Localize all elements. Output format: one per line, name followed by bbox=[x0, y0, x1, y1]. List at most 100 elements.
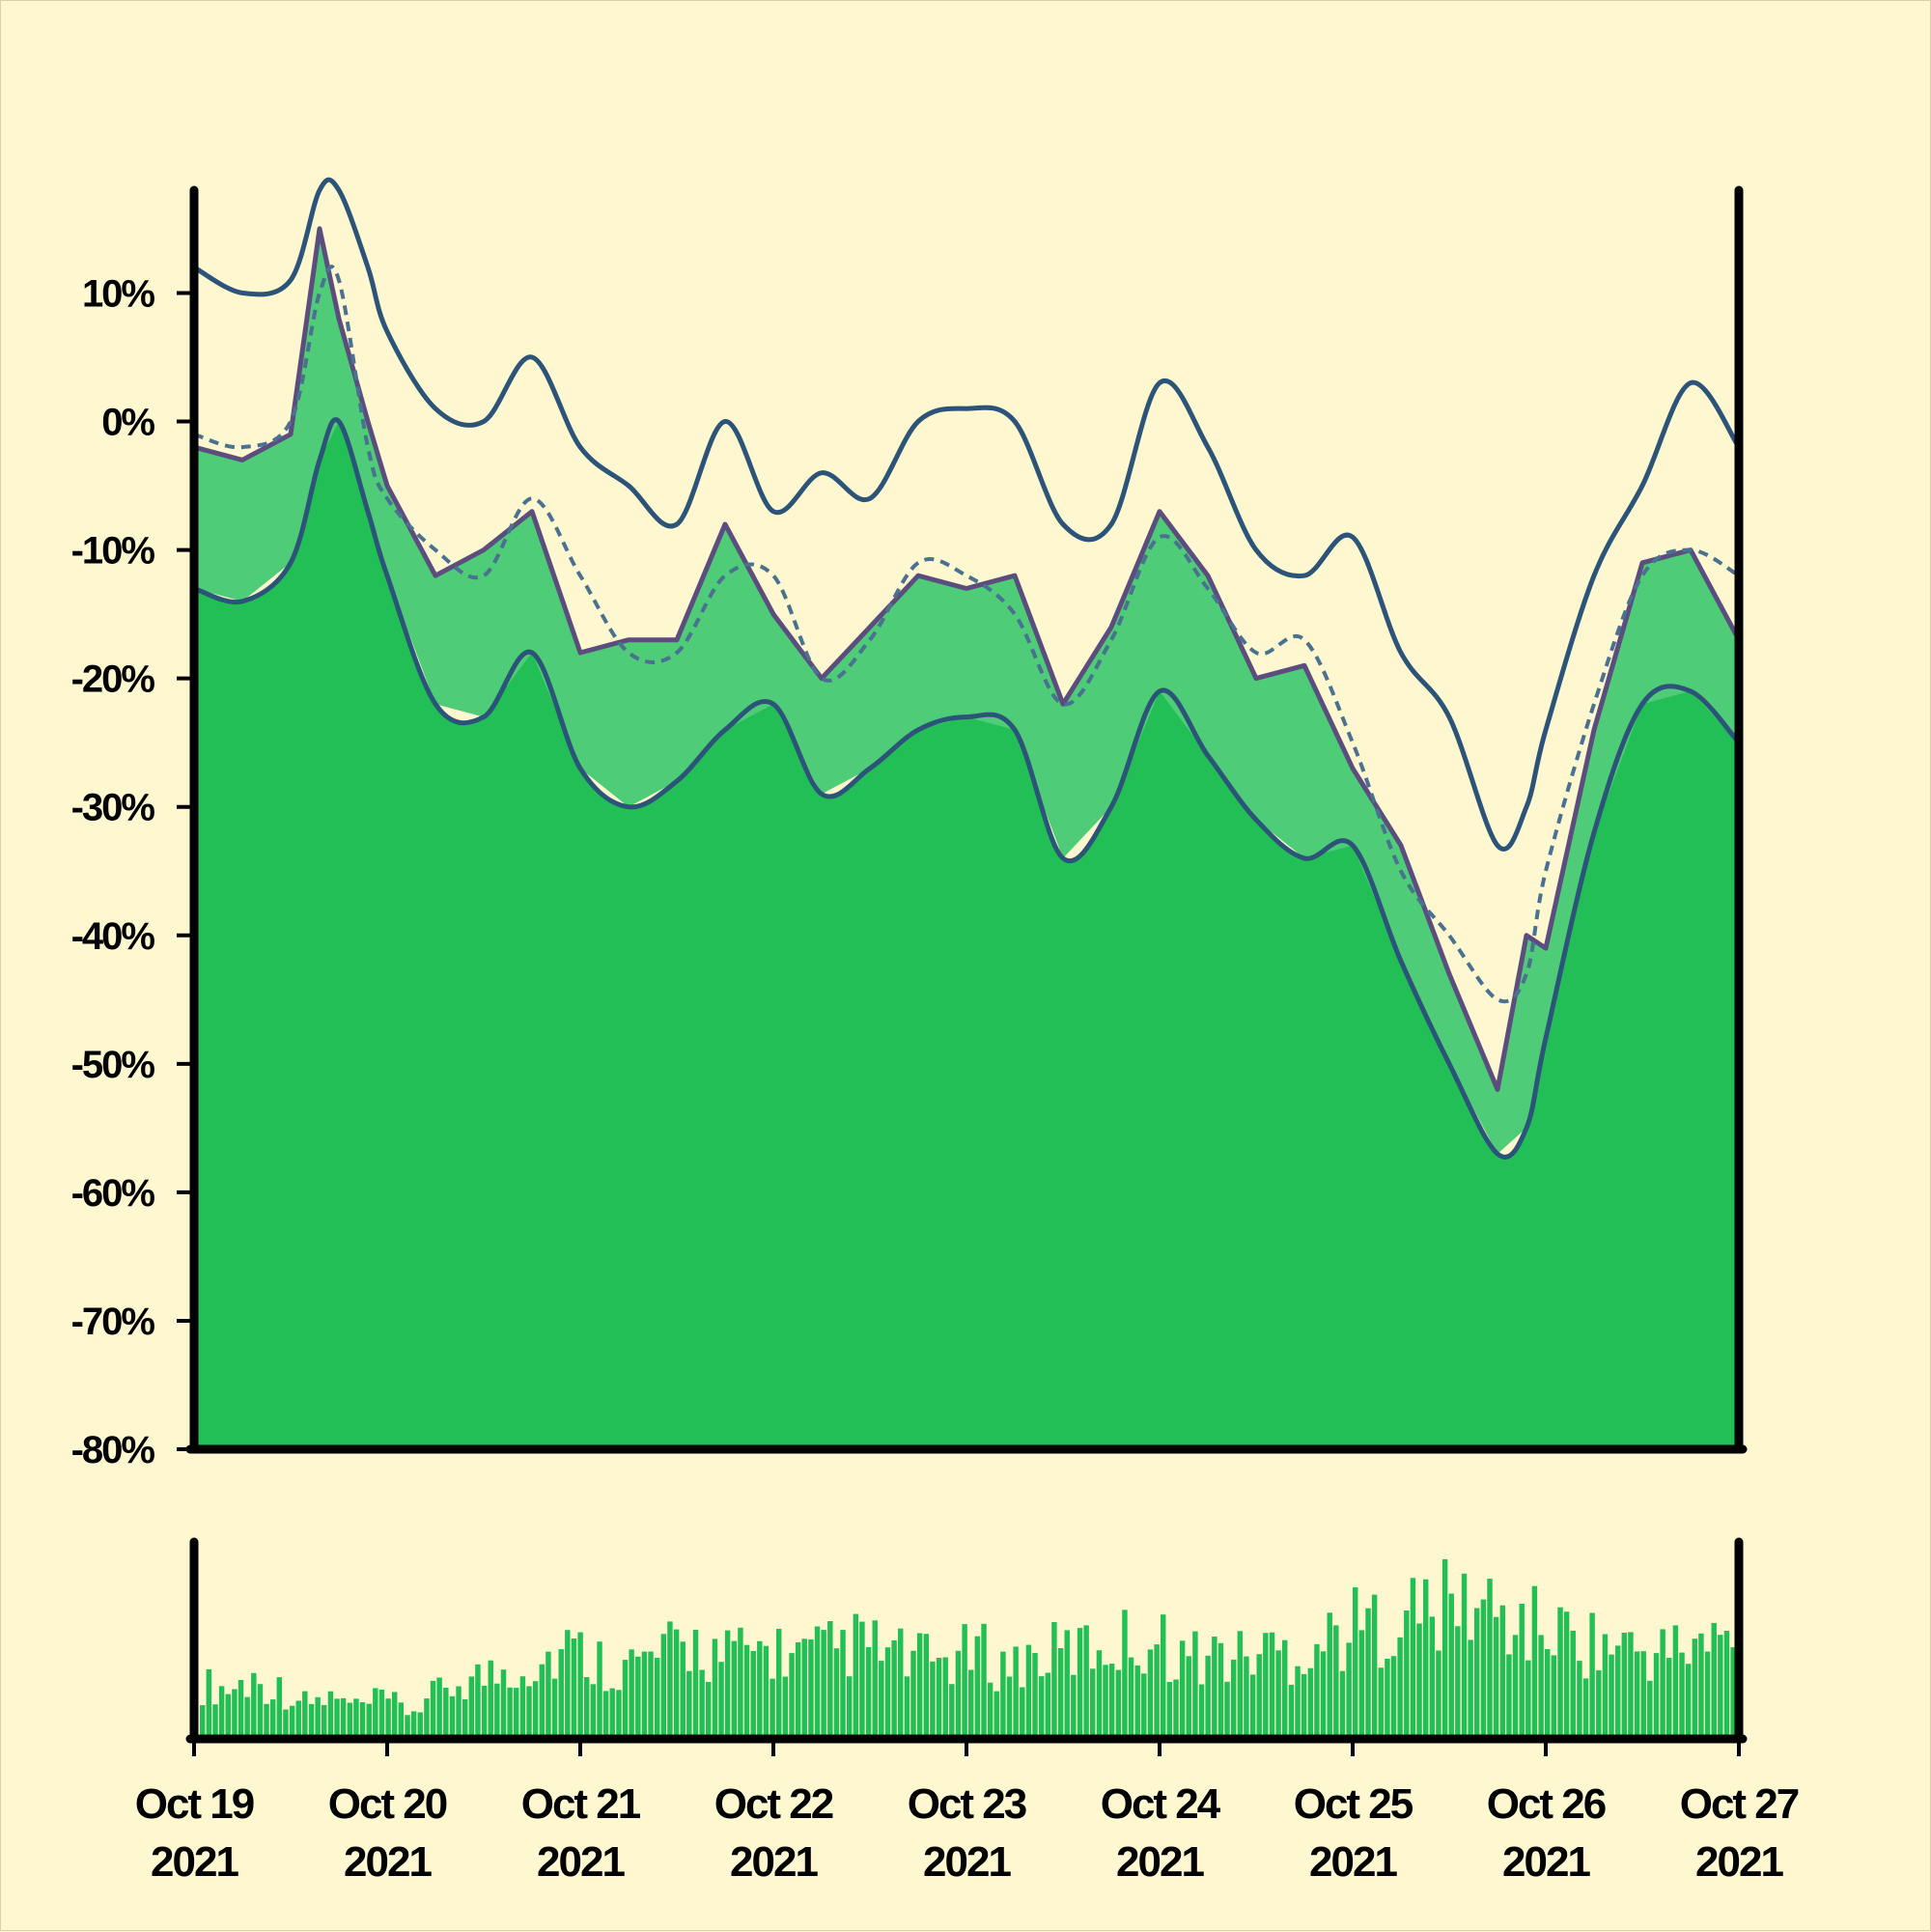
volume-bar bbox=[648, 1651, 654, 1735]
volume-bar bbox=[981, 1623, 987, 1735]
volume-bar bbox=[1353, 1587, 1358, 1735]
y-tick-label: -50% bbox=[71, 1044, 155, 1086]
volume-bar bbox=[1186, 1656, 1191, 1735]
volume-bar bbox=[322, 1704, 327, 1735]
volume-bar bbox=[1320, 1651, 1327, 1735]
volume-bar bbox=[801, 1638, 807, 1735]
volume-bar bbox=[859, 1621, 865, 1735]
volume-bar bbox=[1103, 1665, 1108, 1735]
volume-bar bbox=[405, 1715, 410, 1735]
y-tick-label: -30% bbox=[71, 787, 155, 829]
volume-bar bbox=[1660, 1629, 1665, 1735]
volume-bar bbox=[1390, 1656, 1397, 1735]
main-plot bbox=[192, 177, 1742, 1449]
volume-bar bbox=[789, 1653, 795, 1735]
volume-bar bbox=[1615, 1645, 1621, 1735]
volume-bar bbox=[795, 1641, 801, 1735]
volume-bar bbox=[546, 1651, 551, 1735]
volume-bar bbox=[718, 1662, 724, 1735]
volume-bar bbox=[206, 1668, 212, 1735]
volume-bar bbox=[692, 1630, 699, 1735]
volume-bar bbox=[1404, 1610, 1410, 1735]
volume-bar bbox=[283, 1709, 289, 1735]
volume-bar bbox=[526, 1686, 532, 1735]
volume-bar bbox=[1545, 1649, 1551, 1735]
volume-bar bbox=[1609, 1654, 1614, 1735]
volume-bar bbox=[923, 1634, 930, 1735]
volume-bar bbox=[302, 1691, 308, 1735]
volume-bar bbox=[475, 1664, 481, 1735]
volume-bar bbox=[462, 1699, 468, 1735]
volume-bar bbox=[865, 1647, 872, 1735]
volume-bar bbox=[1512, 1635, 1519, 1735]
volume-bar bbox=[1108, 1664, 1115, 1735]
volume-bar bbox=[1397, 1637, 1403, 1735]
volume-bar bbox=[1301, 1673, 1307, 1735]
x-tick-label-year: 2021 bbox=[537, 1838, 625, 1886]
volume-bar bbox=[488, 1660, 493, 1735]
y-tick-label: 10% bbox=[82, 272, 154, 315]
volume-bar bbox=[308, 1703, 315, 1735]
lower-band-area bbox=[194, 419, 1739, 1449]
x-axis-ticks: Oct 19 2021 Oct 20 2021 Oct 21 2021 Oct 22 2021… bbox=[135, 1739, 1801, 1886]
x-tick-label-day: Oct 21 bbox=[521, 1780, 641, 1828]
volume-bar bbox=[1448, 1593, 1454, 1735]
volume-bar bbox=[641, 1651, 648, 1735]
volume-bar bbox=[565, 1630, 571, 1735]
x-tick-label-year: 2021 bbox=[1502, 1838, 1590, 1886]
volume-bar bbox=[1551, 1655, 1557, 1735]
volume-bar bbox=[1436, 1650, 1441, 1735]
volume-bar bbox=[1224, 1681, 1230, 1735]
volume-bar bbox=[1647, 1680, 1653, 1735]
volume-bar bbox=[417, 1712, 423, 1735]
volume-bar bbox=[456, 1686, 462, 1735]
volume-bar bbox=[955, 1650, 962, 1735]
volume-bar bbox=[987, 1682, 993, 1735]
volume-bar bbox=[1000, 1651, 1006, 1735]
volume-bar bbox=[276, 1677, 283, 1735]
main-axes bbox=[185, 185, 1748, 1454]
upper-band-line bbox=[192, 177, 1742, 852]
volume-bar bbox=[590, 1684, 597, 1735]
volume-bar bbox=[1499, 1605, 1506, 1735]
volume-bar bbox=[225, 1694, 231, 1735]
volume-bar bbox=[1455, 1626, 1461, 1735]
volume-bar bbox=[1205, 1655, 1211, 1735]
volume-bar bbox=[1589, 1612, 1595, 1735]
volume-bar bbox=[942, 1657, 948, 1735]
volume-bar bbox=[821, 1630, 826, 1735]
volume-bar bbox=[1358, 1630, 1365, 1735]
volume-bar bbox=[270, 1699, 276, 1735]
volume-bar bbox=[743, 1644, 750, 1735]
volume-bar bbox=[373, 1688, 378, 1735]
volume-bar bbox=[757, 1640, 763, 1735]
volume-bar bbox=[1577, 1661, 1582, 1735]
volume-bar bbox=[1441, 1558, 1448, 1735]
volume-bar bbox=[551, 1678, 558, 1735]
volume-bar bbox=[353, 1698, 359, 1735]
volume-bar bbox=[699, 1669, 705, 1735]
volume-bar bbox=[327, 1691, 334, 1735]
volume-bar bbox=[289, 1705, 295, 1735]
x-tick-label-year: 2021 bbox=[1695, 1838, 1783, 1886]
volume-bar bbox=[558, 1649, 564, 1735]
volume-bar bbox=[1679, 1652, 1685, 1735]
volume-bar bbox=[366, 1703, 372, 1735]
x-tick-label-day: Oct 24 bbox=[1101, 1780, 1221, 1828]
volume-bar bbox=[1006, 1676, 1013, 1735]
volume-bar bbox=[898, 1628, 904, 1735]
volume-bar bbox=[930, 1661, 936, 1735]
volume-bar bbox=[891, 1639, 897, 1735]
volume-bar bbox=[770, 1678, 775, 1735]
volume-bar bbox=[1672, 1625, 1679, 1735]
x-tick-label-day: Oct 25 bbox=[1294, 1780, 1413, 1828]
volume-bar bbox=[340, 1697, 347, 1735]
volume-bar bbox=[667, 1621, 673, 1735]
volume-bar bbox=[1115, 1669, 1122, 1735]
volume-bar bbox=[827, 1621, 833, 1735]
volume-bar bbox=[1179, 1640, 1186, 1735]
volume-bar bbox=[1282, 1639, 1288, 1735]
x-tick-label-day: Oct 19 bbox=[135, 1780, 254, 1828]
x-tick-label-year: 2021 bbox=[151, 1838, 238, 1886]
